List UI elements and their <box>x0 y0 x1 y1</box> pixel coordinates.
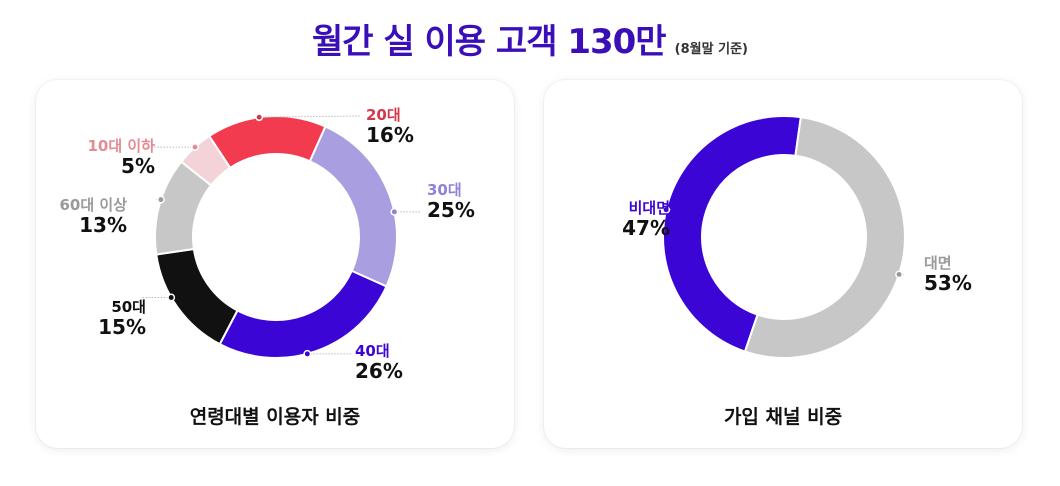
leader-dot <box>662 205 671 214</box>
donut-segment <box>743 116 906 359</box>
label-60s-plus: 60대 이상 13% <box>59 196 128 237</box>
leader-dot <box>390 207 399 216</box>
leader-dot <box>255 113 264 122</box>
title-main: 월간 실 이용 고객 130만 <box>312 22 667 62</box>
channel-donut-chart <box>662 115 906 359</box>
page-title: 월간 실 이용 고객 130만 (8월말 기준) <box>0 14 1060 63</box>
leader-dot <box>167 293 176 302</box>
donut-segment <box>662 115 802 353</box>
donut-segment <box>179 134 232 187</box>
donut-segment <box>207 115 327 170</box>
label-10s-under: 10대 이하 5% <box>87 137 156 178</box>
leader-dot <box>303 349 312 358</box>
leader-dot <box>895 270 904 279</box>
leader-line <box>259 115 362 118</box>
channel-chart-card: 비대면 47% 대면 53% 가입 채널 비중 <box>544 80 1022 448</box>
age-chart-card: 20대 16% 30대 25% 40대 26% 50대 15% 60대 이상 1… <box>36 80 514 448</box>
age-chart-caption: 연령대별 이용자 비중 <box>189 406 361 428</box>
age-donut-chart <box>141 113 421 359</box>
label-30s: 30대 25% <box>427 181 475 222</box>
label-50s: 50대 15% <box>98 298 146 339</box>
title-subtitle: (8월말 기준) <box>674 42 748 57</box>
label-20s: 20대 16% <box>366 106 414 147</box>
label-face-to-face: 대면 53% <box>924 254 972 295</box>
label-40s: 40대 26% <box>355 342 403 383</box>
leader-dot <box>156 195 165 204</box>
leader-dot <box>191 143 199 152</box>
donut-segment <box>308 125 398 288</box>
channel-chart-caption: 가입 채널 비중 <box>723 406 843 428</box>
label-non-face-to-face: 비대면 47% <box>622 199 670 240</box>
